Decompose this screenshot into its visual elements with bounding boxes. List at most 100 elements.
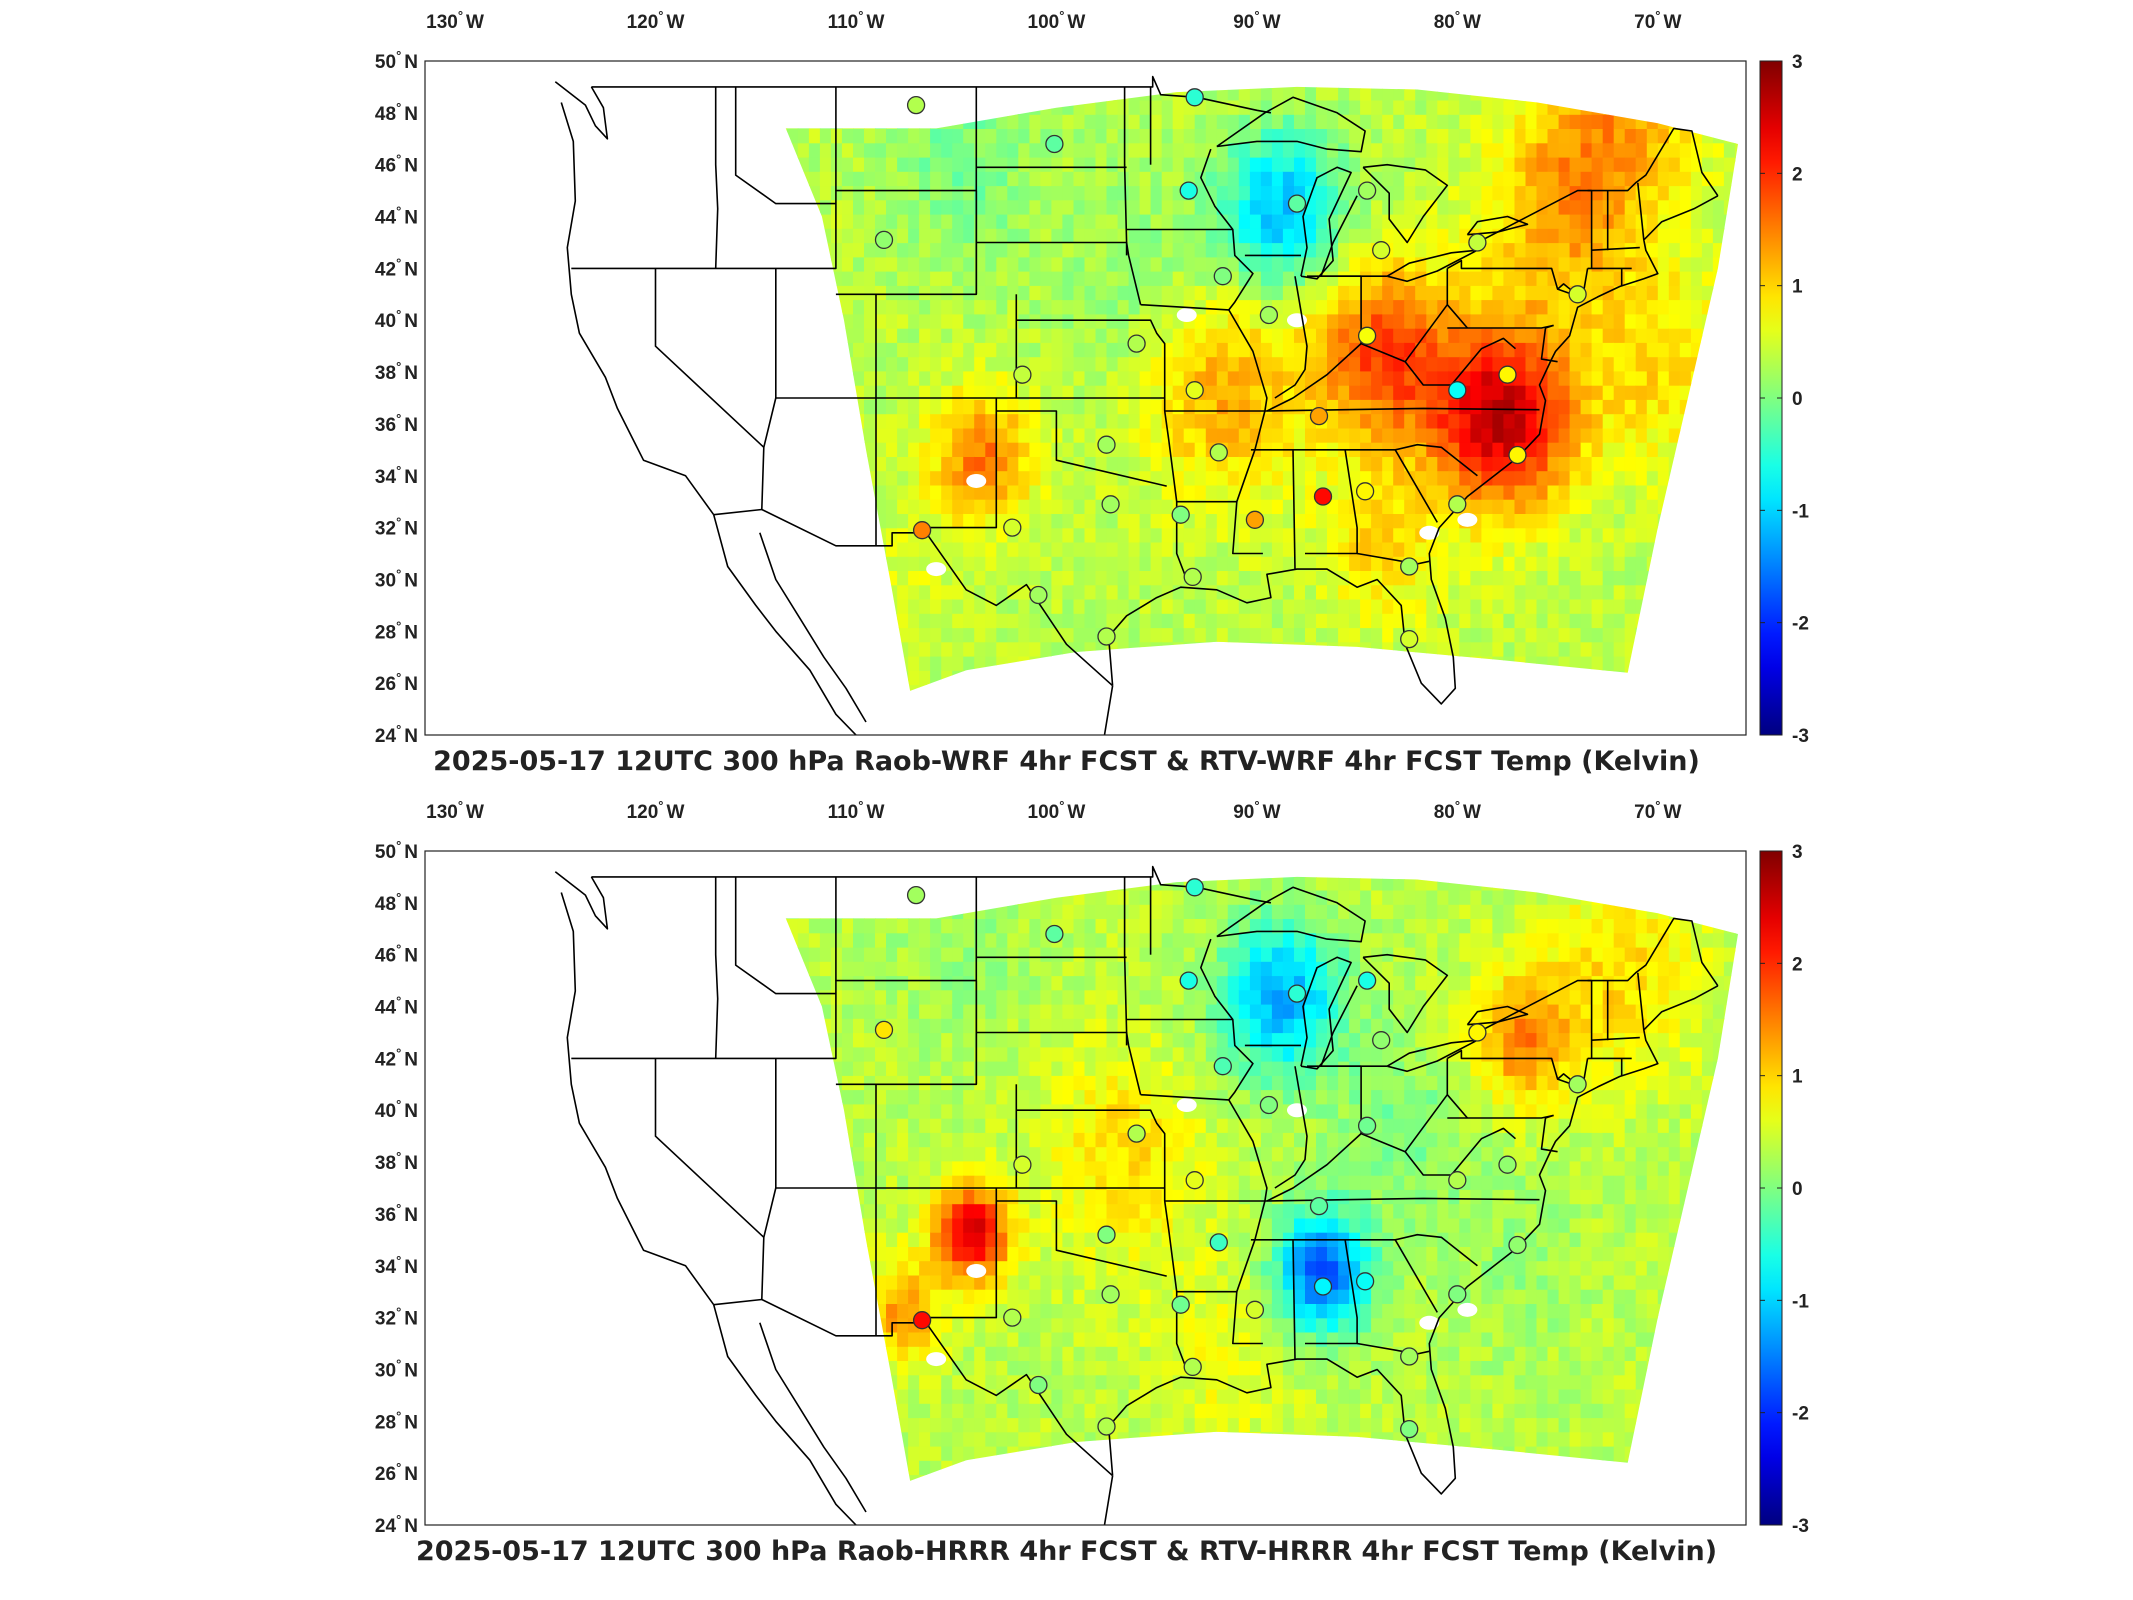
raob-station-marker	[1179, 971, 1198, 990]
colorbar-tick-label: -2	[1792, 614, 1809, 635]
latitude-tick-label: 42° N	[375, 1045, 418, 1070]
longitude-tick-label: 130° W	[426, 798, 484, 823]
raob-station-marker	[1309, 406, 1329, 426]
raob-station-marker	[1372, 241, 1391, 260]
raob-station-marker	[906, 885, 926, 905]
latitude-tick-label: 38° N	[375, 1149, 418, 1174]
raob-stations	[874, 878, 1587, 1439]
raob-station-marker	[1259, 1095, 1279, 1115]
raob-station-marker	[1357, 181, 1377, 200]
latitude-tick-label: 38° N	[375, 359, 418, 384]
colorbar-tick-label: -3	[1792, 726, 1809, 747]
colorbar-tick-label: 1	[1792, 1067, 1803, 1088]
map-axes-frame	[424, 850, 1747, 1526]
raob-station-marker	[1309, 1196, 1329, 1216]
raob-station-marker	[1357, 971, 1377, 990]
latitude-tick-label: 28° N	[375, 618, 418, 643]
raob-station-marker	[1372, 1031, 1391, 1050]
longitude-tick-label: 80° W	[1434, 8, 1481, 33]
latitude-tick-label: 44° N	[375, 994, 418, 1019]
colorbar-tick-label: -1	[1792, 1291, 1809, 1312]
raob-station-marker	[1568, 285, 1587, 304]
colorbar-tick-label: 3	[1792, 52, 1803, 73]
map-axes-frame	[424, 60, 1747, 736]
raob-station-marker	[1355, 1272, 1375, 1291]
colorbar-tick-label: 2	[1792, 954, 1803, 975]
raob-station-marker	[1468, 1023, 1487, 1042]
raob-station-marker	[1498, 1155, 1517, 1174]
raob-station-marker	[1183, 1357, 1202, 1377]
map-plot-wrf: 130° W 120° W 110° W 100° W 90° W 80° W 70° W 50° N 48° N…	[375, 8, 1809, 747]
state-boundaries	[554, 75, 1719, 735]
raob-station-marker	[1185, 1171, 1204, 1190]
raob-station-marker	[1003, 1308, 1022, 1327]
latitude-tick-label: 48° N	[375, 890, 418, 915]
raob-station-marker	[912, 1311, 932, 1330]
map-plot-hrrr: 130° W 120° W 110° W 100° W 90° W 80° W 70° W 50° N 48° N…	[375, 798, 1809, 1537]
raob-station-marker	[1213, 1057, 1232, 1076]
raob-station-marker	[1003, 518, 1022, 537]
colorbar-tick-label: -3	[1792, 1516, 1809, 1537]
latitude-tick-label: 46° N	[375, 152, 418, 177]
raob-station-marker	[1127, 1124, 1146, 1143]
panel-title-wrf: 2025-05-17 12UTC 300 hPa Raob-WRF 4hr FC…	[433, 746, 1700, 777]
raob-station-marker	[1245, 510, 1265, 529]
raob-station-marker	[1127, 334, 1146, 353]
colorbar-tick-label: -1	[1792, 501, 1809, 522]
raob-station-marker	[1097, 435, 1116, 454]
longitude-tick-label: 110° W	[828, 8, 885, 33]
raob-station-marker	[912, 521, 932, 540]
raob-station-marker	[1568, 1075, 1587, 1094]
colorbar-tick-label: 3	[1792, 842, 1803, 863]
longitude-tick-label: 90° W	[1233, 8, 1280, 33]
latitude-tick-label: 30° N	[375, 566, 418, 591]
raob-station-marker	[1448, 381, 1467, 400]
colorbar-tick-label: -2	[1792, 1404, 1809, 1425]
latitude-tick-label: 40° N	[375, 1097, 418, 1122]
longitude-tick-label: 70° W	[1634, 8, 1681, 33]
latitude-tick-label: 36° N	[375, 411, 418, 436]
raob-station-marker	[1287, 984, 1307, 1003]
raob-station-marker	[1259, 305, 1279, 325]
raob-station-marker	[1357, 326, 1377, 345]
latitude-tick-label: 44° N	[375, 204, 418, 229]
raob-station-marker	[1357, 1116, 1377, 1135]
longitude-tick-label: 120° W	[627, 8, 685, 33]
raob-station-marker	[1179, 181, 1198, 200]
raob-station-marker	[1185, 381, 1204, 400]
latitude-tick-label: 28° N	[375, 1408, 418, 1433]
latitude-tick-label: 48° N	[375, 100, 418, 125]
raob-station-marker	[1097, 1225, 1116, 1244]
latitude-tick-label: 50° N	[375, 838, 418, 863]
raob-station-marker	[1400, 1347, 1419, 1366]
raob-station-marker	[1355, 482, 1375, 501]
raob-stations	[874, 88, 1587, 649]
raob-station-marker	[1468, 233, 1487, 252]
raob-station-marker	[1209, 443, 1228, 462]
raob-station-marker	[1245, 1300, 1265, 1319]
raob-station-marker	[1313, 1277, 1333, 1296]
raob-station-marker	[874, 1020, 894, 1040]
latitude-tick-label: 40° N	[375, 307, 418, 332]
raob-station-marker	[874, 230, 894, 250]
raob-station-marker	[1400, 557, 1419, 576]
longitude-tick-label: 90° W	[1233, 798, 1280, 823]
raob-station-marker	[1171, 505, 1190, 524]
raob-station-marker	[1313, 487, 1333, 506]
latitude-tick-label: 26° N	[375, 670, 418, 695]
longitude-tick-label: 100° W	[1028, 798, 1086, 823]
raob-station-marker	[1183, 567, 1202, 587]
raob-station-marker	[1097, 627, 1116, 646]
latitude-tick-label: 46° N	[375, 942, 418, 967]
raob-station-marker	[1029, 1375, 1048, 1395]
raob-station-marker	[1448, 1171, 1467, 1190]
raob-station-marker	[1045, 134, 1064, 154]
raob-station-marker	[1097, 1417, 1116, 1436]
raob-station-marker	[1213, 267, 1232, 286]
map-panel-wrf: 130° W 120° W 110° W 100° W 90° W 80° W 70° W 50° N 48° N…	[0, 0, 2133, 790]
raob-station-marker	[1448, 1285, 1467, 1304]
latitude-tick-label: 42° N	[375, 255, 418, 280]
raob-station-marker	[1185, 88, 1204, 107]
raob-station-marker	[1400, 629, 1419, 649]
longitude-tick-label: 80° W	[1434, 798, 1481, 823]
